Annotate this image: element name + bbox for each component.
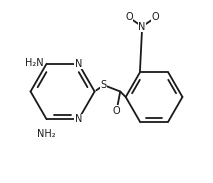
Text: N: N — [138, 22, 146, 31]
Text: H₂N: H₂N — [25, 58, 43, 68]
Text: O: O — [125, 12, 133, 22]
Text: NH₂: NH₂ — [37, 129, 56, 139]
Text: O: O — [152, 12, 159, 22]
Text: N: N — [75, 114, 82, 124]
Text: S: S — [101, 80, 107, 90]
Text: O: O — [113, 106, 120, 116]
Text: N: N — [75, 59, 82, 69]
